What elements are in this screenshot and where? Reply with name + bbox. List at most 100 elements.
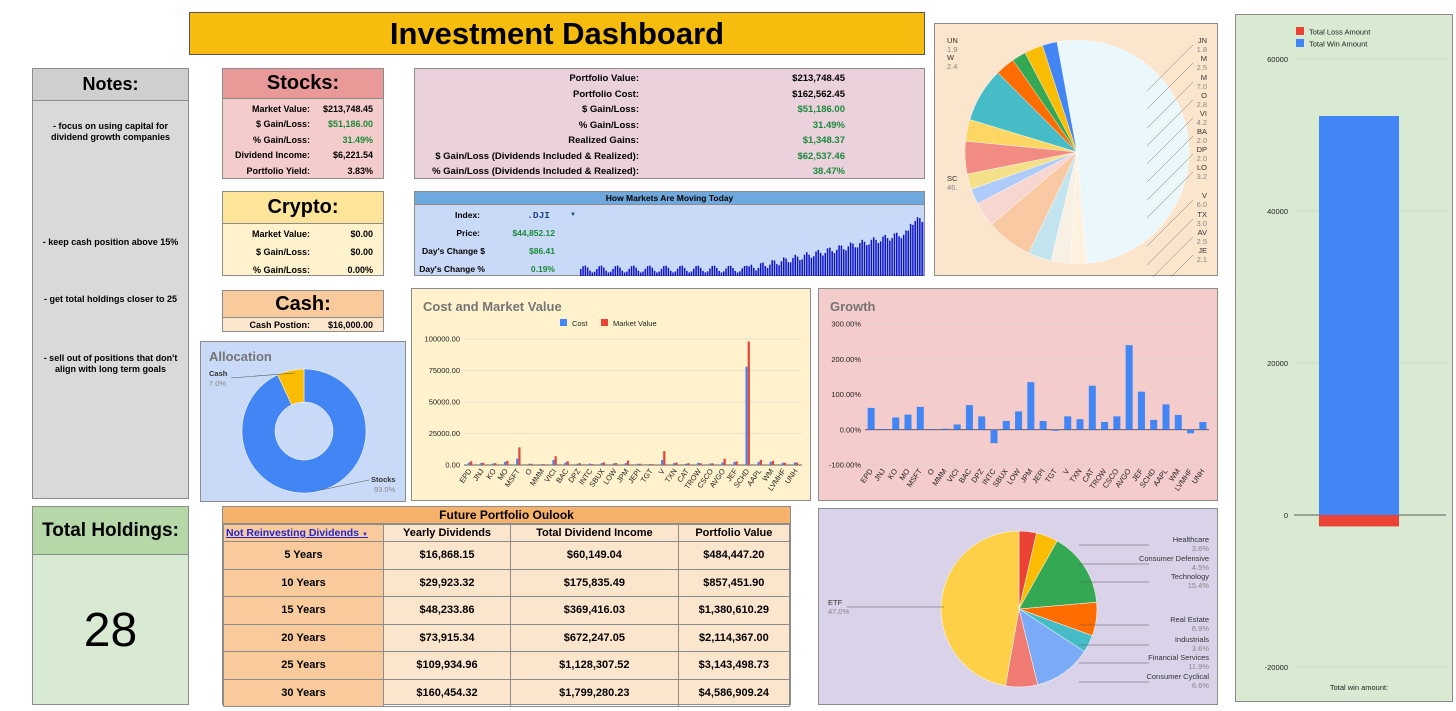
growth-bar bbox=[929, 429, 936, 430]
slice-label: VI bbox=[1200, 109, 1207, 118]
sparkline-bar bbox=[610, 272, 612, 276]
sparkline-bar bbox=[778, 265, 780, 276]
market-value-bar bbox=[603, 462, 605, 465]
market-value-bar bbox=[663, 451, 665, 465]
cost-bar bbox=[613, 463, 615, 465]
slice-pct: 2.8 bbox=[1197, 100, 1207, 109]
price-label: Price: bbox=[415, 228, 480, 238]
sparkline-bar bbox=[707, 271, 709, 276]
market-value-bar bbox=[711, 463, 713, 465]
sparkline-bar bbox=[580, 269, 582, 276]
sparkline-bar bbox=[873, 237, 875, 276]
x-tick-label: UNH bbox=[783, 467, 800, 485]
portfolio-row: % Gain/Loss:31.49% bbox=[415, 118, 924, 134]
sparkline-bar bbox=[834, 253, 836, 276]
slice-pct: 7.0 bbox=[1197, 82, 1207, 91]
sparkline-bar bbox=[681, 266, 683, 276]
growth-bar bbox=[1187, 430, 1194, 434]
slice-label: JN bbox=[1198, 36, 1207, 45]
sparkline-bar bbox=[912, 225, 914, 276]
sparkline-bar bbox=[751, 265, 753, 276]
slice-label: V bbox=[1202, 191, 1207, 200]
sparkline-bar bbox=[797, 257, 799, 276]
day-change-pct-value: 0.19% bbox=[485, 264, 555, 274]
sparkline-bar bbox=[598, 266, 600, 276]
slice-pct: 2.5 bbox=[1197, 63, 1207, 72]
sparkline-bar bbox=[640, 272, 642, 276]
y-tick-label: 0.00 bbox=[445, 461, 460, 470]
cost-bar bbox=[709, 463, 711, 465]
stocks-heading: Stocks: bbox=[223, 69, 383, 99]
growth-bar bbox=[991, 430, 998, 443]
slice-pct: 2.1 bbox=[1197, 255, 1207, 264]
slice-pct: 4.2 bbox=[1197, 118, 1207, 127]
sparkline-bar bbox=[631, 266, 633, 276]
slice-label: W bbox=[947, 53, 955, 62]
index-select[interactable]: .DJI bbox=[480, 210, 570, 221]
sparkline-bar bbox=[781, 261, 783, 276]
slice-label: Cash bbox=[209, 369, 228, 378]
sparkline-bar bbox=[645, 269, 647, 276]
cost-bar bbox=[685, 464, 687, 465]
x-tick-label: JNJ bbox=[471, 467, 486, 483]
growth-bar bbox=[1027, 382, 1034, 430]
note-item: - focus on using capital for dividend gr… bbox=[37, 121, 184, 143]
slice-label: ETF bbox=[828, 598, 843, 607]
sparkline-bar bbox=[811, 258, 813, 276]
y-tick-label: 100000.00 bbox=[425, 335, 460, 344]
growth-bar bbox=[917, 407, 924, 430]
slice-label: Stocks bbox=[371, 475, 396, 484]
growth-bar bbox=[880, 429, 887, 430]
sparkline-bar bbox=[836, 250, 838, 276]
chevron-down-icon[interactable]: ▼ bbox=[362, 532, 368, 538]
growth-title: Growth bbox=[830, 299, 876, 314]
chevron-down-icon[interactable]: ▼ bbox=[570, 212, 576, 218]
sparkline-bar bbox=[901, 238, 903, 276]
growth-bar bbox=[868, 408, 875, 430]
sparkline-bar bbox=[652, 268, 654, 276]
reinvest-dropdown[interactable]: Not Reinvesting Dividends ▼ bbox=[224, 525, 384, 542]
cost-bar bbox=[552, 460, 554, 465]
cost-bar bbox=[649, 464, 651, 465]
growth-panel: Growth -100.00%0.00%100.00%200.00%300.00… bbox=[818, 288, 1218, 501]
cost-bar bbox=[468, 462, 470, 465]
y-tick-label: 300.00% bbox=[831, 320, 861, 329]
sparkline-bar bbox=[774, 260, 776, 276]
market-value-bar bbox=[615, 463, 617, 465]
sparkline-bar bbox=[735, 271, 737, 276]
slice-pct: 7.0% bbox=[209, 379, 226, 388]
sparkline-bar bbox=[818, 250, 820, 276]
sparkline-bar bbox=[628, 269, 630, 276]
slice-label: LO bbox=[1197, 163, 1207, 172]
slice-label: Financial Services bbox=[1148, 653, 1209, 662]
table-row: 10 Years$29,923.32$175,835.49$857,451.90 bbox=[224, 569, 790, 597]
slice-pct: 6.6% bbox=[1192, 681, 1209, 690]
cash-heading: Cash: bbox=[223, 291, 383, 318]
sparkline-bar bbox=[795, 255, 797, 276]
sparkline-bar bbox=[917, 217, 919, 276]
crypto-panel: Crypto: Market Value:$0.00 $ Gain/Loss:$… bbox=[222, 191, 384, 276]
sparkline-bar bbox=[684, 268, 686, 276]
portfolio-row: $ Gain/Loss (Dividends Included & Realiz… bbox=[415, 149, 924, 165]
sparkline-bar bbox=[605, 271, 607, 276]
sparkline-bar bbox=[857, 247, 859, 276]
sparkline-bar bbox=[868, 244, 870, 276]
market-value-bar bbox=[530, 464, 532, 465]
cost-bar bbox=[758, 462, 760, 465]
sparkline-bar bbox=[758, 268, 760, 276]
cost-bar bbox=[697, 463, 699, 465]
sparkline-bar bbox=[691, 271, 693, 276]
portfolio-row: $ Gain/Loss:$51,186.00 bbox=[415, 102, 924, 118]
cash-panel: Cash: Cash Postion:$16,000.00 bbox=[222, 290, 384, 332]
sparkline-bar bbox=[698, 266, 700, 276]
cost-bar bbox=[492, 463, 494, 465]
sparkline-bar bbox=[675, 272, 677, 276]
win-bar bbox=[1319, 116, 1399, 515]
sparkline-bar bbox=[889, 241, 891, 276]
slice-pct: 3.0 bbox=[1197, 219, 1207, 228]
sparkline-bar bbox=[725, 268, 727, 276]
slice-label: BA bbox=[1197, 127, 1207, 136]
slice-pct: 11.9% bbox=[1188, 662, 1209, 671]
sparkline-bar bbox=[624, 272, 626, 276]
